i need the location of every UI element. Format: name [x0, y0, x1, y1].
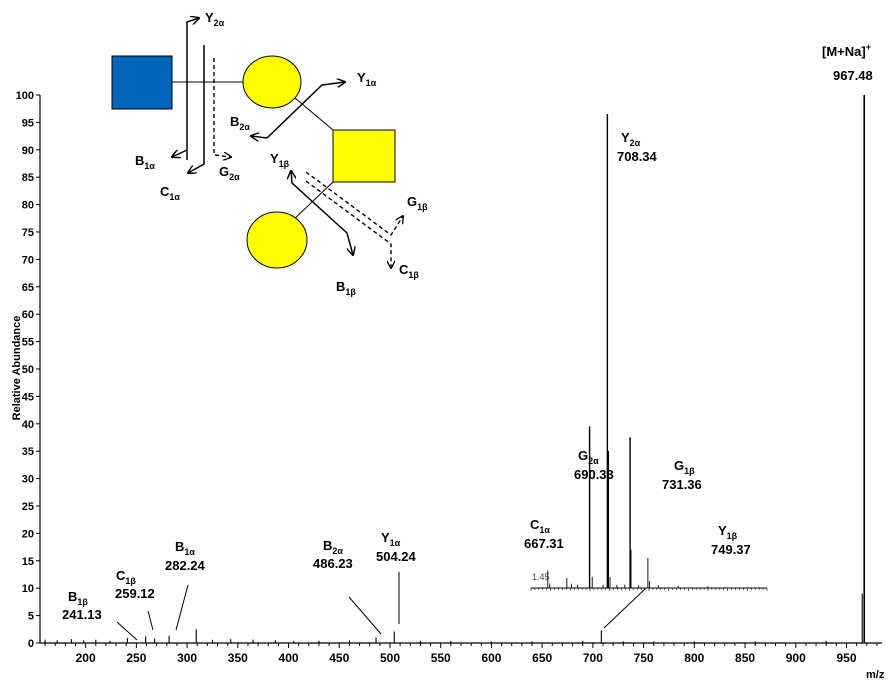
y-tick-label: 5 — [28, 611, 34, 623]
diagram-label-y1a: Y1α — [357, 70, 377, 88]
diagram-label-g1b: G1β — [407, 194, 428, 212]
label-y1a: Y1α 504.24 — [376, 530, 417, 564]
x-tick-label: 750 — [634, 651, 654, 665]
callout-c1b — [147, 610, 154, 631]
cleavage-g1b — [305, 171, 403, 237]
x-tick-label: 250 — [126, 651, 146, 665]
x-tick-label: 650 — [532, 651, 552, 665]
x-tick-label: 400 — [279, 651, 299, 665]
x-tick-label: 900 — [786, 651, 806, 665]
x-tick-label: 550 — [431, 651, 451, 665]
callout-inset — [603, 588, 646, 629]
y-tick-label: 100 — [16, 90, 34, 102]
label-c1b: C1β 259.12 — [115, 568, 155, 601]
x-tick-label: 800 — [684, 651, 704, 665]
cleavage-c1b — [305, 180, 391, 268]
label-g1b: G1β 731.36 — [662, 458, 702, 492]
diagram-label-b1a: B1α — [135, 153, 155, 171]
x-tick-label: 350 — [228, 651, 248, 665]
diagram-label-g2a: G2α — [219, 164, 240, 182]
cleavage-y2a — [186, 18, 199, 160]
y-tick-label: 0 — [28, 638, 34, 650]
label-c1a: C1α 667.31 — [524, 517, 564, 551]
bond-circle-square — [294, 97, 334, 131]
blue-square-glycan — [111, 55, 173, 110]
y-tick-label: 50 — [22, 364, 34, 376]
cleavage-b1b — [346, 232, 353, 255]
label-b2a: B2α 486.23 — [313, 538, 353, 571]
inset-level-label: 1.45 — [532, 572, 550, 582]
callout-b2a — [348, 596, 382, 635]
label-y1b: Y1β 749.37 — [711, 523, 751, 557]
y-tick-label: 35 — [22, 446, 34, 458]
x-tick-label: 200 — [76, 651, 96, 665]
y-tick-label: 65 — [22, 282, 34, 294]
y-tick-label: 85 — [22, 172, 34, 184]
label-b1a: B1α 282.24 — [165, 539, 206, 573]
yellow-square-glycan — [332, 129, 396, 183]
y-tick-label: 20 — [22, 528, 34, 540]
x-tick-label: 600 — [481, 651, 501, 665]
cleavage-b2a — [251, 136, 268, 138]
y-tick-label: 90 — [22, 145, 34, 157]
cleavage-g2a — [213, 58, 231, 157]
y-tick-label: 80 — [22, 200, 34, 212]
yellow-circle-upper — [242, 55, 302, 109]
label-g2a: G2α 690.33 — [574, 448, 614, 482]
x-tick-label: 300 — [177, 651, 197, 665]
x-tick-label: 450 — [329, 651, 349, 665]
x-axis-title: m/z — [866, 669, 885, 681]
y-tick-label: 25 — [22, 501, 34, 513]
y-tick-label: 10 — [22, 583, 34, 595]
diagram-label-c1b: C1β — [399, 262, 419, 280]
y-tick-label: 45 — [22, 391, 34, 403]
x-tick-label: 500 — [380, 651, 400, 665]
y-tick-label: 55 — [22, 337, 34, 349]
callout-b1a — [175, 584, 189, 631]
y-axis-title: Relative Abundance — [11, 316, 23, 421]
diagram-label-b2a: B2α — [230, 114, 250, 132]
label-b1b: B1β 241.13 — [62, 589, 102, 622]
diagram-label-y2a: Y2α — [205, 10, 225, 28]
diagram-label-b1b: B1β — [336, 279, 356, 297]
cleavage-b1a — [172, 149, 188, 157]
y-tick-label: 30 — [22, 474, 34, 486]
x-tick-label: 850 — [735, 651, 755, 665]
cleavage-y1a — [266, 82, 345, 139]
diagram-label-c1a: C1α — [160, 184, 180, 202]
bond-circle-square-lower — [289, 181, 334, 224]
y-tick-label: 15 — [22, 556, 34, 568]
y-tick-label: 40 — [22, 419, 34, 431]
y-tick-label: 70 — [22, 254, 34, 266]
label-m-na: [M+Na]+ 967.48 — [822, 42, 873, 83]
callout-b1b — [116, 621, 138, 641]
y-tick-label: 60 — [22, 309, 34, 321]
cleavage-y1b — [291, 171, 348, 234]
cleavage-c1a — [188, 45, 205, 173]
label-y2a: Y2α 708.34 — [617, 130, 658, 164]
glycan-diagram: Y2α Y1α B2α B1α C1α G2α Y1β G1β C1β B1β — [111, 10, 428, 297]
y-tick-label: 95 — [22, 117, 34, 129]
x-tick-label: 700 — [583, 651, 603, 665]
yellow-circle-lower — [246, 211, 308, 269]
y-tick-label: 75 — [22, 227, 34, 239]
x-tick-label: 950 — [836, 651, 856, 665]
diagram-label-y1b: Y1β — [270, 151, 290, 169]
